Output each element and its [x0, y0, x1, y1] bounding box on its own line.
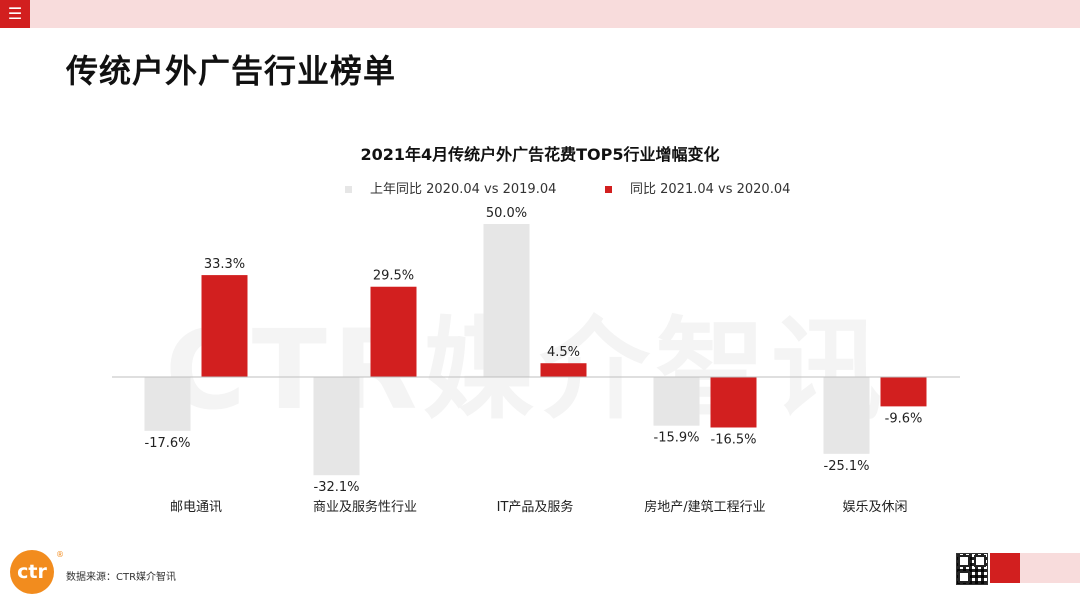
data-label-s1-c5: -25.1%	[824, 459, 870, 474]
data-label-s1-c3: 50.0%	[486, 206, 527, 221]
data-label-s1-c4: -15.9%	[654, 431, 700, 446]
data-label-s2-c2: 29.5%	[373, 269, 414, 284]
bar-s1-c4	[653, 377, 700, 426]
data-label-s1-c2: -32.1%	[314, 480, 360, 495]
bar-s1-c2	[313, 377, 360, 476]
legend-label-series2: 同比 2021.04 vs 2020.04	[630, 182, 791, 197]
data-label-s2-c1: 33.3%	[204, 257, 245, 272]
legend-swatch-series1	[345, 186, 352, 193]
data-label-s2-c4: -16.5%	[711, 432, 757, 447]
footer-pink-block	[1020, 553, 1080, 583]
menu-icon[interactable]: ☰	[0, 0, 30, 28]
legend: 上年同比 2020.04 vs 2019.04 同比 2021.04 vs 20…	[0, 178, 1080, 198]
category-label-5: 娱乐及休闲	[842, 500, 907, 515]
data-label-s2-c5: -9.6%	[885, 411, 923, 426]
ctr-logo: ctr	[10, 550, 54, 594]
legend-label-series1: 上年同比 2020.04 vs 2019.04	[370, 182, 557, 197]
category-label-2: 商业及服务性行业	[313, 499, 417, 515]
data-label-s1-c1: -17.6%	[145, 436, 191, 451]
page-title: 传统户外广告行业榜单	[66, 52, 397, 90]
bar-s1-c1	[144, 377, 191, 431]
bar-s2-c5	[880, 377, 927, 407]
qr-code-icon[interactable]	[956, 553, 988, 585]
data-label-s2-c3: 4.5%	[547, 345, 580, 360]
legend-item-series2: 同比 2021.04 vs 2020.04	[605, 178, 790, 197]
legend-item-series1: 上年同比 2020.04 vs 2019.04	[345, 178, 556, 197]
data-source: 数据来源：CTR媒介智讯	[66, 572, 177, 583]
category-label-3: IT产品及服务	[497, 499, 574, 515]
chart-title: 2021年4月传统户外广告花费TOP5行业增幅变化	[360, 145, 720, 164]
bar-s2-c3	[540, 363, 587, 377]
category-label-4: 房地产/建筑工程行业	[644, 499, 765, 515]
bar-s1-c5	[823, 377, 870, 454]
category-label-1: 邮电通讯	[170, 500, 222, 515]
bar-s1-c3	[483, 224, 530, 377]
registered-mark: ®	[56, 550, 64, 559]
legend-swatch-series2	[605, 186, 612, 193]
bar-s2-c4	[710, 377, 757, 428]
footer-red-block	[990, 553, 1020, 583]
top-band	[0, 0, 1080, 28]
bar-s2-c1	[201, 275, 248, 377]
bar-s2-c2	[370, 286, 417, 377]
